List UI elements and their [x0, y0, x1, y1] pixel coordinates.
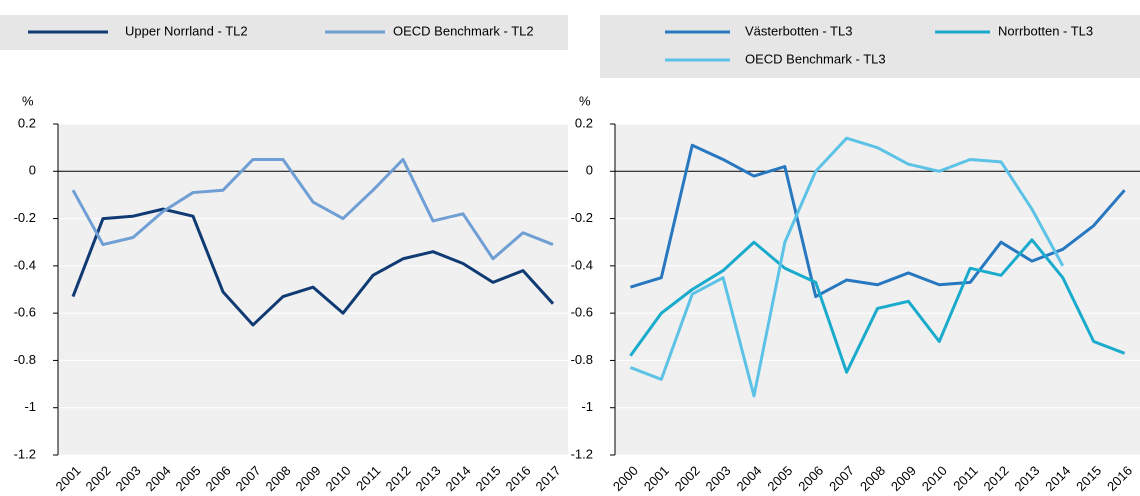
y-tick-label: -0.2 — [14, 210, 36, 225]
x-tick-label: 2006 — [202, 463, 233, 494]
y-tick-label: -1.2 — [14, 446, 36, 461]
y-tick-label: 0.2 — [575, 115, 593, 130]
y-tick-label: -1 — [24, 399, 36, 414]
x-tick-label: 2001 — [641, 463, 672, 494]
x-tick-label: 2000 — [610, 463, 641, 494]
x-tick-label: 2009 — [292, 463, 323, 494]
x-tick-label: 2012 — [382, 463, 413, 494]
series-line — [629, 136, 1065, 398]
x-tick-label: 2010 — [919, 463, 950, 494]
series-line — [71, 157, 554, 261]
x-tick-label: 2007 — [232, 463, 263, 494]
x-tick-label: 2004 — [733, 463, 764, 494]
x-tick-label: 2002 — [672, 463, 703, 494]
legend-label: Norrbotten - TL3 — [998, 23, 1093, 38]
x-tick-label: 2016 — [502, 463, 533, 494]
y-tick-label: -1.2 — [571, 446, 593, 461]
x-tick-label: 2011 — [353, 463, 383, 493]
x-tick-label: 2007 — [826, 463, 857, 494]
y-tick-label: -1 — [581, 399, 593, 414]
x-tick-label: 2012 — [981, 463, 1012, 494]
x-tick-label: 2001 — [52, 463, 83, 494]
x-tick-label: 2008 — [262, 463, 293, 494]
y-tick-label: -0.4 — [14, 257, 36, 272]
x-tick-label: 2003 — [703, 463, 734, 494]
y-tick-label: 0 — [586, 163, 593, 178]
x-tick-label: 2008 — [857, 463, 888, 494]
x-tick-label: 2003 — [112, 463, 143, 494]
x-tick-label: 2004 — [142, 463, 173, 494]
x-tick-label: 2006 — [795, 463, 826, 494]
y-tick-label: -0.6 — [571, 305, 593, 320]
x-tick-label: 2013 — [412, 463, 443, 494]
x-tick-label: 2014 — [442, 463, 473, 494]
x-tick-label: 2013 — [1011, 463, 1042, 494]
y-tick-label: -0.2 — [571, 210, 593, 225]
series-line — [629, 238, 1126, 374]
x-tick-label: 2014 — [1042, 463, 1073, 494]
y-tick-label: -0.8 — [14, 352, 36, 367]
legend-label: OECD Benchmark - TL2 — [393, 23, 534, 38]
y-tick-label: 0 — [29, 163, 36, 178]
series-line — [630, 143, 1126, 299]
legend-box — [600, 15, 1140, 78]
series-line — [71, 207, 555, 327]
legend-label: Upper Norrland - TL2 — [125, 23, 248, 38]
x-tick-label: 2005 — [764, 463, 795, 494]
y-axis-label: % — [579, 93, 591, 108]
x-tick-label: 2015 — [1073, 463, 1104, 494]
y-tick-label: 0.2 — [18, 115, 36, 130]
y-tick-label: -0.4 — [571, 257, 593, 272]
x-tick-label: 2015 — [472, 463, 503, 494]
legend-label: Västerbotten - TL3 — [745, 23, 852, 38]
x-tick-label: 2017 — [532, 463, 563, 494]
x-tick-label: 2016 — [1104, 463, 1135, 494]
y-axis-label: % — [22, 93, 34, 108]
plot-area — [58, 124, 568, 455]
y-tick-label: -0.8 — [571, 352, 593, 367]
legend-label: OECD Benchmark - TL3 — [745, 51, 886, 66]
x-tick-label: 2010 — [322, 463, 353, 494]
x-tick-label: 2005 — [172, 463, 203, 494]
x-tick-label: 2009 — [888, 463, 919, 494]
x-tick-label: 2002 — [82, 463, 113, 494]
y-tick-label: -0.6 — [14, 305, 36, 320]
x-tick-label: 2011 — [950, 463, 980, 493]
